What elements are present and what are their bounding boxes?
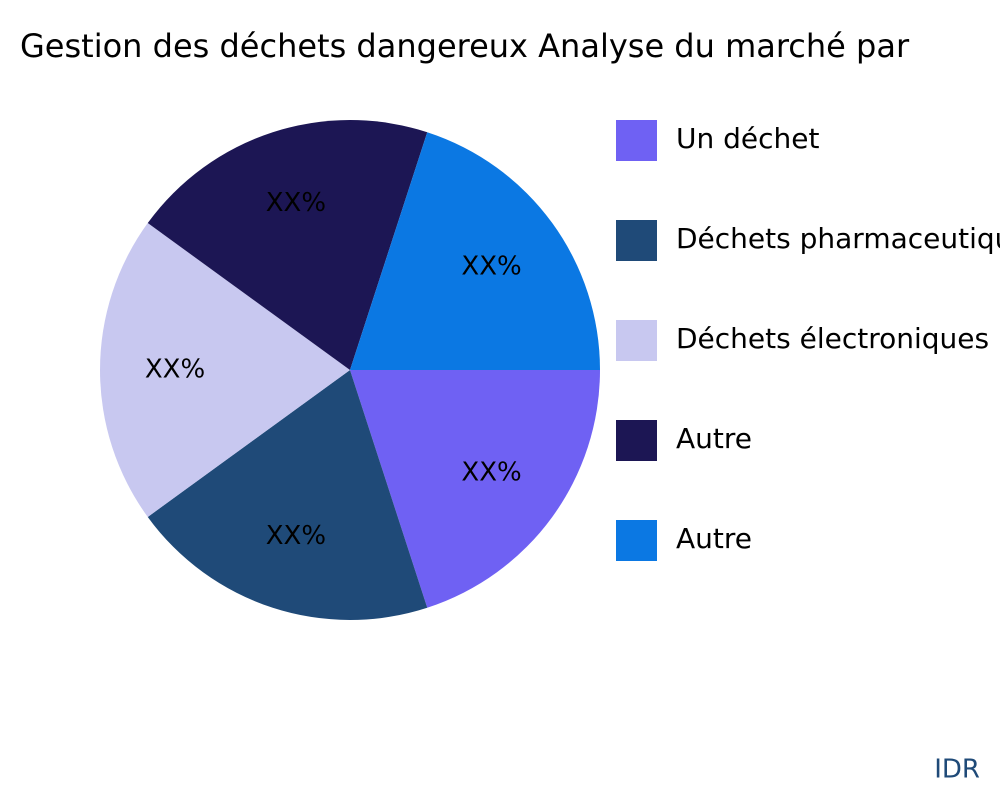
slice-label: XX%: [461, 457, 521, 487]
pie-slice: [147, 370, 428, 620]
legend-swatch: [616, 320, 657, 361]
slice-label: XX%: [461, 252, 521, 282]
legend-label: Déchets pharmaceutiques: [676, 222, 1000, 255]
pie-slice: [147, 120, 428, 370]
legend-swatch: [616, 120, 657, 161]
chart-title: Gestion des déchets dangereux Analyse du…: [20, 27, 910, 65]
pie-slice: [350, 132, 600, 370]
legend-label: Autre: [676, 522, 752, 555]
legend-label: Autre: [676, 422, 752, 455]
legend-label: Un déchet: [676, 122, 820, 155]
pie-slice: [350, 370, 600, 608]
legend-swatch: [616, 520, 657, 561]
pie-slice: [100, 223, 350, 517]
legend-swatch: [616, 220, 657, 261]
legend-label: Déchets électroniques: [676, 322, 989, 355]
source: IDR: [934, 755, 980, 785]
slice-label: XX%: [145, 355, 205, 385]
slice-label: XX%: [266, 188, 326, 218]
legend-swatch: [616, 420, 657, 461]
slice-label: XX%: [266, 521, 326, 551]
